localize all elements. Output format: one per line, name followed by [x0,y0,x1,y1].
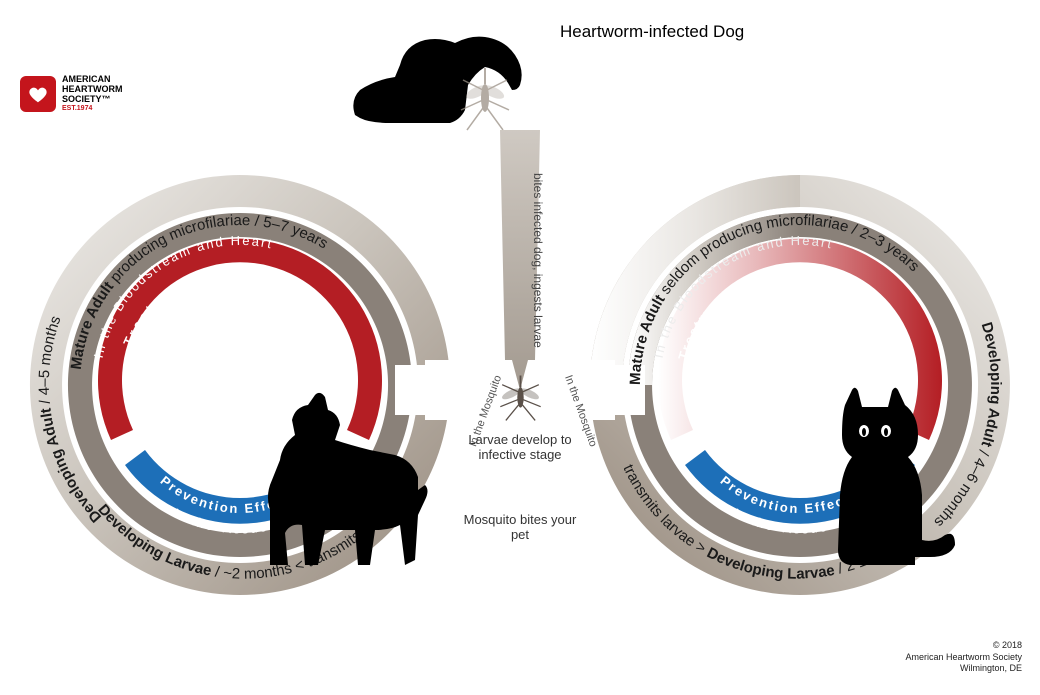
bridge-label: bites infected dog, ingests larvae [495,155,545,365]
copyright-line1: © 2018 [905,640,1022,652]
center-block: Larvae develop to infective stage Mosqui… [460,370,580,542]
logo-line3: SOCIETY™ [62,95,123,105]
copyright-line2: American Heartworm Society [905,652,1022,664]
logo: AMERICAN HEARTWORM SOCIETY™ EST.1974 [20,75,123,112]
dog-lifecycle-ring: Mature Adult producing microfilariae / 5… [25,170,455,600]
copyright-line3: Wilmington, DE [905,663,1022,675]
copyright: © 2018 American Heartworm Society Wilmin… [905,640,1022,675]
cat-lifecycle-ring: Mature Adult seldom producing microfilar… [585,170,1015,600]
infected-dog-label: Heartworm-infected Dog [560,22,744,42]
logo-text: AMERICAN HEARTWORM SOCIETY™ EST.1974 [62,75,123,112]
mosquito-bites-text: Mosquito bites your pet [460,512,580,542]
logo-est: EST.1974 [62,105,123,113]
logo-badge-icon [20,76,56,112]
top-mosquito-icon [455,60,515,140]
